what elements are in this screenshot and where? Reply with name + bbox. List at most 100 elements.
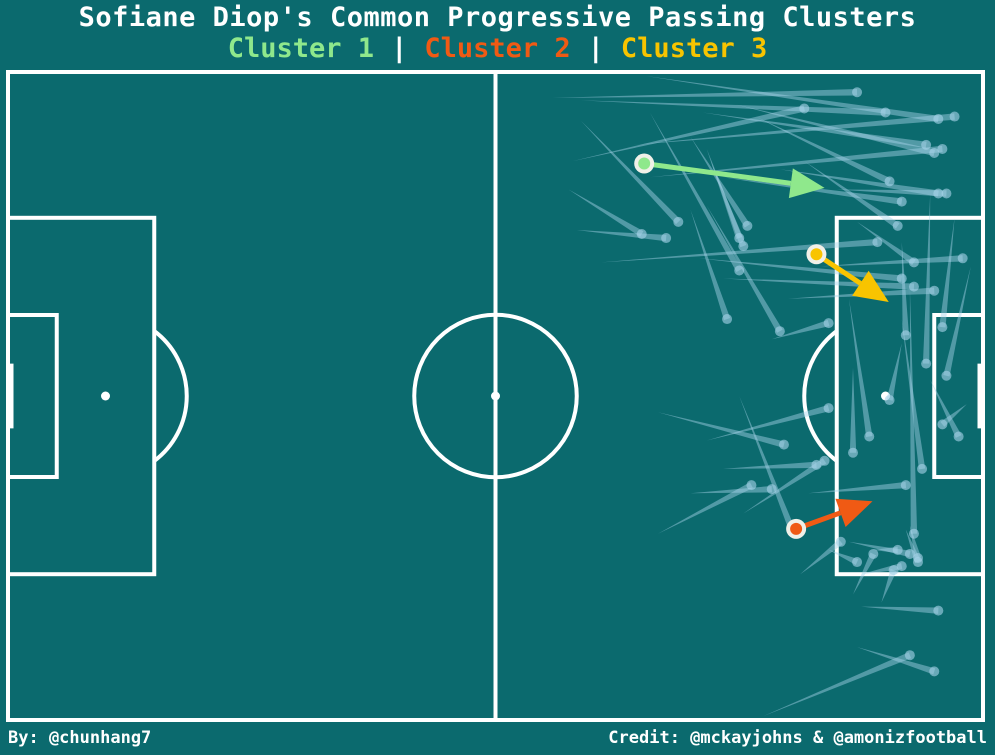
legend-separator: |: [587, 33, 604, 64]
pass-line: [861, 606, 939, 614]
pass-line: [940, 404, 967, 427]
pass-line: [658, 412, 785, 448]
pass-end-point: [884, 395, 895, 406]
pass-line: [939, 217, 955, 328]
pass-line: [930, 379, 962, 438]
pass-end-point: [896, 561, 907, 572]
pass-end-point: [766, 484, 777, 495]
pass-end-point: [799, 103, 810, 114]
pass-end-point: [673, 216, 684, 227]
pass-line: [568, 189, 644, 237]
pass-line: [909, 286, 918, 534]
pass-end-point: [864, 431, 875, 442]
pass-line: [706, 205, 783, 333]
pass-line: [735, 104, 936, 157]
chart-title: Sofiane Diop's Common Progressive Passin…: [78, 2, 917, 33]
pass-end-point: [957, 253, 968, 264]
pass-end-point: [908, 528, 919, 539]
legend-cluster-3: Cluster 3: [620, 33, 768, 64]
pass-line: [828, 549, 859, 565]
pass-end-point: [636, 229, 647, 239]
cluster-1-start-point: [638, 157, 651, 170]
pass-end-point: [892, 544, 903, 555]
pass-end-point: [929, 666, 940, 677]
pass-end-point: [921, 358, 932, 369]
pass-layer: [552, 76, 971, 716]
right-six-yard-box: [932, 313, 985, 479]
pass-line: [576, 229, 667, 242]
chart-subtitle: Cluster 1 | Cluster 2 | Cluster 3: [0, 33, 995, 64]
pass-line: [836, 189, 947, 197]
pass-line: [771, 320, 830, 340]
pass-end-point: [823, 403, 834, 414]
pass-end-point: [953, 431, 964, 442]
pass-line: [857, 647, 936, 675]
pass-end-point: [917, 463, 928, 474]
pass-line: [905, 529, 921, 564]
pass-line: [690, 136, 751, 228]
legend-cluster-2: Cluster 2: [424, 33, 571, 64]
pass-end-point: [661, 233, 672, 244]
pass-line: [743, 458, 827, 514]
cluster-3-start-point: [810, 248, 823, 261]
pass-end-point: [742, 220, 753, 231]
pass-line: [706, 405, 830, 441]
pass-end-point: [888, 565, 899, 576]
pass-end-point: [819, 455, 830, 466]
pass-end-point: [904, 650, 915, 661]
pass-line: [580, 100, 886, 116]
left-penalty-box: [6, 215, 157, 577]
pass-end-point: [900, 480, 911, 491]
pass-end-point: [852, 557, 863, 568]
pass-end-point: [937, 322, 948, 333]
pass-end-point: [913, 557, 923, 568]
pass-line: [820, 255, 963, 267]
pass-end-point: [852, 87, 863, 98]
left-six-yard-box: [6, 313, 59, 479]
pass-end-point: [811, 459, 822, 470]
pass-line: [901, 319, 926, 470]
pass-end-point: [892, 220, 903, 231]
pass-line: [853, 552, 877, 595]
footer-author: By: @chunhang7: [8, 728, 152, 748]
pass-end-point: [941, 188, 952, 199]
pass-line: [804, 161, 900, 229]
pass-line: [922, 193, 931, 364]
pass-end-point: [880, 107, 891, 118]
pass-end-point: [848, 447, 858, 458]
pass-end-point: [734, 233, 745, 244]
pass-end-point: [949, 111, 960, 122]
pass-end-point: [929, 285, 940, 296]
right-penalty-box: [834, 215, 985, 577]
center-circle: [412, 312, 579, 480]
pass-line: [873, 546, 898, 554]
pitch-lines: [6, 70, 985, 722]
left-penalty-spot: [101, 391, 110, 401]
pass-line: [755, 116, 891, 185]
pass-end-point: [908, 257, 919, 268]
pass-line: [710, 161, 747, 248]
legend-separator: |: [391, 33, 408, 64]
pass-line: [645, 76, 939, 123]
pass-line: [886, 343, 902, 401]
pass-line: [658, 482, 753, 534]
pass-line: [881, 569, 897, 603]
pass-end-point: [933, 113, 944, 124]
pass-end-point: [823, 318, 834, 329]
cluster-1-arrow-head: [788, 168, 825, 199]
left-penalty-arc: [153, 329, 189, 463]
pass-end-point: [746, 480, 757, 491]
pass-end-point: [929, 148, 940, 158]
pass-end-point: [904, 548, 915, 559]
pass-end-point: [933, 188, 944, 199]
pass-line: [857, 221, 916, 265]
pass-line: [909, 525, 922, 559]
pass-end-point: [722, 314, 733, 325]
pass-line: [901, 242, 910, 336]
pass-end-point: [884, 176, 895, 187]
cluster-3-arrow-head: [852, 270, 889, 303]
pass-line: [800, 539, 843, 575]
cluster-layer: [634, 153, 889, 539]
footer-credit: Credit: @mckayjohns & @amonizfootball: [608, 728, 987, 748]
